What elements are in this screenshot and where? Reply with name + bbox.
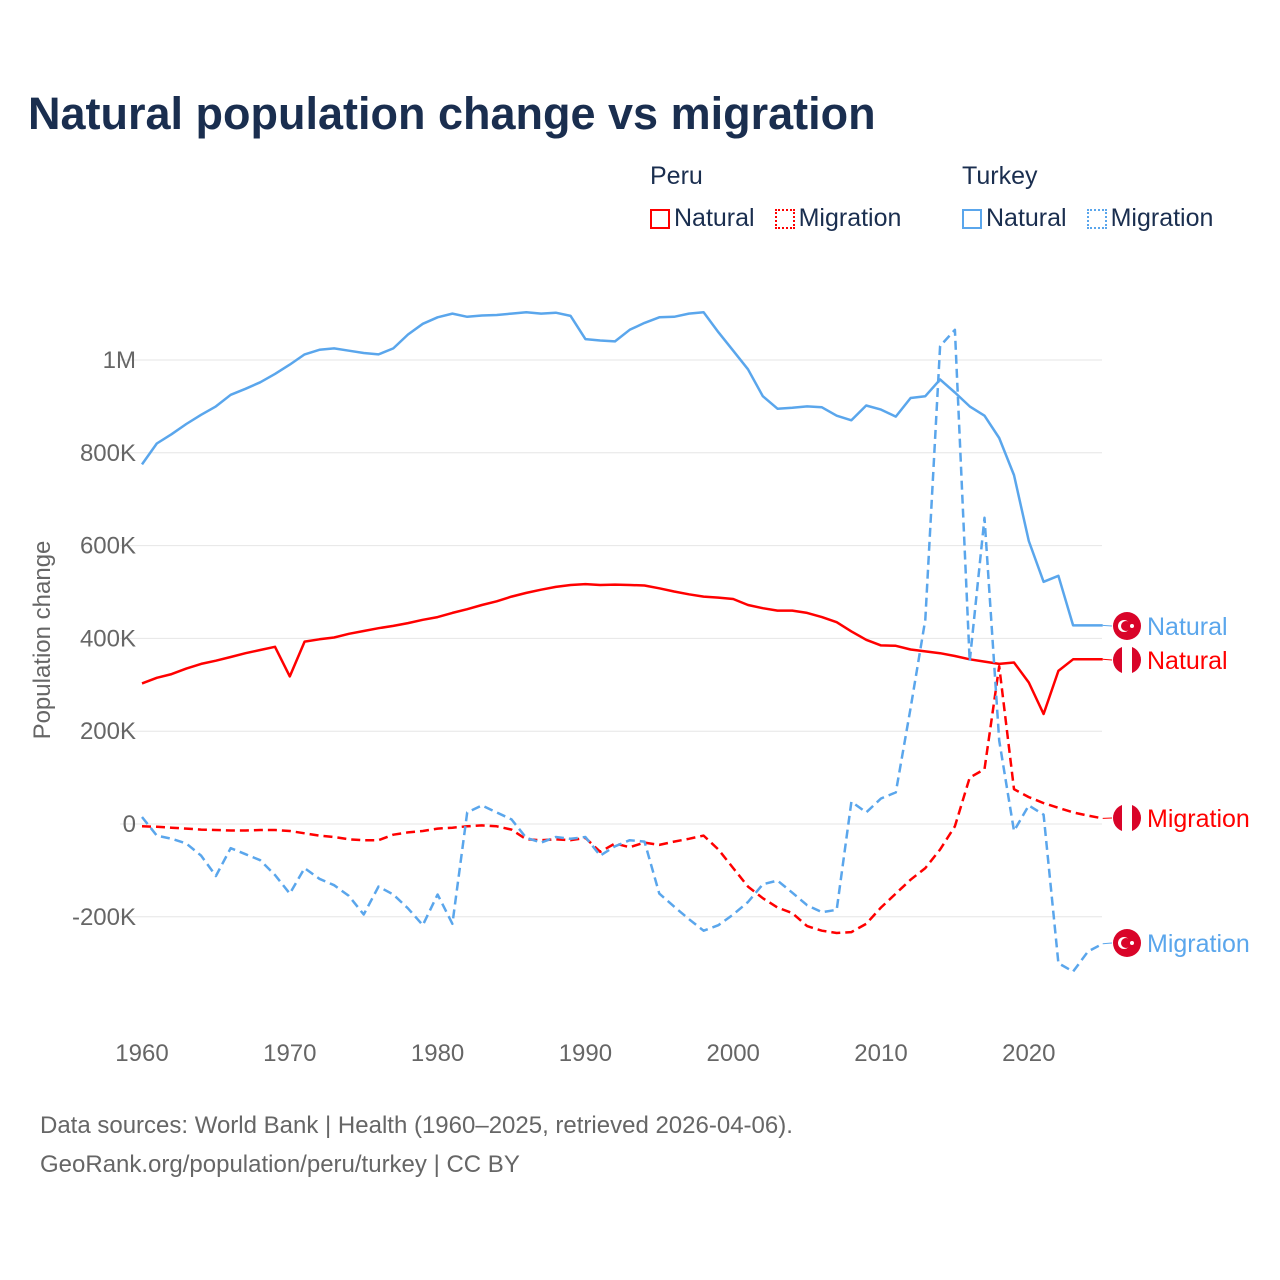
x-tick-label: 2000 xyxy=(707,1040,760,1067)
series-end-label: Migration xyxy=(1147,805,1250,833)
footer: Data sources: World Bank | Health (1960–… xyxy=(40,1106,793,1184)
leader-line xyxy=(1102,658,1113,661)
solid-swatch-icon xyxy=(650,208,670,229)
dotted-swatch-icon xyxy=(1086,208,1107,229)
y-tick-label: -200K xyxy=(72,904,136,931)
solid-swatch-icon xyxy=(962,208,982,229)
y-tick-label: 800K xyxy=(80,440,136,467)
x-tick-label: 2010 xyxy=(854,1040,907,1067)
legend-group-title: Peru xyxy=(650,162,703,190)
y-axis-label: Population change xyxy=(29,541,56,740)
legend-item-turkey-migration[interactable]: Migration xyxy=(1086,204,1214,233)
dotted-swatch-icon xyxy=(774,208,795,229)
series-end-label: Natural xyxy=(1147,647,1228,675)
y-tick-label: 0 xyxy=(123,811,136,838)
peru-flag-stripe xyxy=(1122,804,1132,832)
series-line-peru-migration xyxy=(141,664,1103,935)
y-tick-label: 1M xyxy=(103,347,136,374)
peru-flag-stripe xyxy=(1122,646,1132,674)
legend-group-title: Turkey xyxy=(962,162,1038,190)
series-line-peru-natural xyxy=(141,582,1103,716)
turkey-flag-crescent-cut xyxy=(1121,938,1131,948)
attribution-link[interactable]: GeoRank.org/population/peru/turkey | CC … xyxy=(40,1151,520,1178)
legend-label: Migration xyxy=(798,204,902,232)
y-tick-label: 400K xyxy=(80,625,136,652)
legend-label: Natural xyxy=(986,204,1067,232)
y-tick-label: 600K xyxy=(80,533,136,560)
legend-peru: Peru Natural Migration xyxy=(650,162,921,233)
turkey-flag-star xyxy=(1130,624,1134,628)
x-tick-label: 1970 xyxy=(263,1040,316,1067)
y-tick-label: 200K xyxy=(80,718,136,745)
x-tick-label: 1980 xyxy=(411,1040,464,1067)
legend-label: Natural xyxy=(674,204,755,232)
legend-item-peru-natural[interactable]: Natural xyxy=(650,204,755,233)
source-note: Data sources: World Bank | Health (1960–… xyxy=(40,1112,793,1139)
legend-item-peru-migration[interactable]: Migration xyxy=(774,204,902,233)
leader-line xyxy=(1102,624,1113,627)
x-tick-label: 1990 xyxy=(559,1040,612,1067)
turkey-flag-crescent-cut xyxy=(1121,621,1131,631)
legend-turkey: Turkey Natural Migration xyxy=(962,162,1213,233)
series-line-turkey-migration xyxy=(141,328,1104,973)
series-end-label: Natural xyxy=(1147,613,1228,641)
x-tick-label: 1960 xyxy=(115,1040,168,1067)
chart-title: Natural population change vs migration xyxy=(28,88,876,139)
legend-label: Migration xyxy=(1110,204,1214,232)
leader-line xyxy=(1102,942,1113,945)
turkey-flag-star xyxy=(1130,941,1134,945)
series-end-label: Migration xyxy=(1147,930,1250,958)
legend-item-turkey-natural[interactable]: Natural xyxy=(962,204,1067,233)
series-line-turkey-natural xyxy=(140,310,1103,627)
x-tick-label: 2020 xyxy=(1002,1040,1055,1067)
